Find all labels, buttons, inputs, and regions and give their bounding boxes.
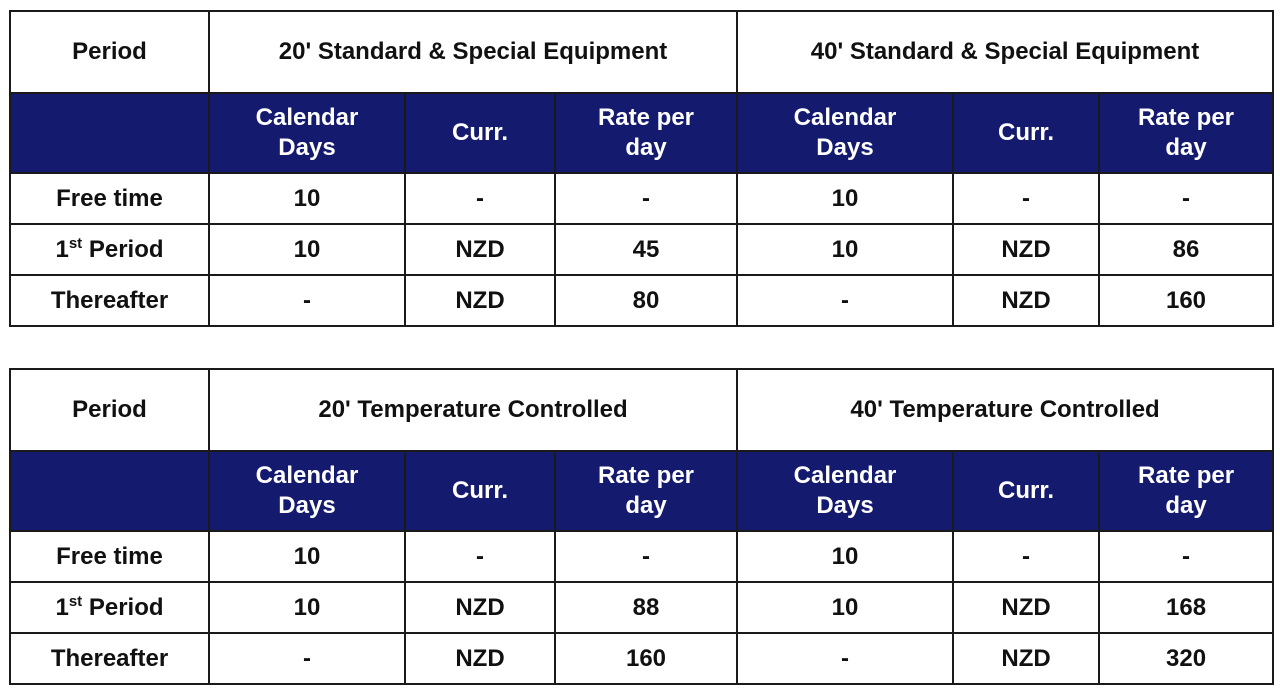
table-row-thereafter: Thereafter - NZD 80 - NZD 160 bbox=[9, 274, 1274, 327]
value-cell: - bbox=[736, 274, 954, 327]
sub-header-calendar-days: Calendar Days bbox=[736, 450, 955, 532]
table-row-free-time: Free time 10 - - 10 - - bbox=[9, 530, 1275, 583]
value-cell: - bbox=[952, 172, 1100, 225]
value-cell: - bbox=[404, 530, 556, 583]
sub-header-label: Rate per day bbox=[597, 462, 695, 519]
value-cell: NZD bbox=[404, 274, 556, 327]
sub-header-rate-per-day: Rate per day bbox=[1098, 450, 1275, 532]
value-cell: NZD bbox=[404, 632, 556, 685]
value-cell: 10 bbox=[736, 172, 954, 225]
period-cell: Thereafter bbox=[9, 274, 210, 327]
value-cell: 10 bbox=[736, 530, 955, 583]
value-cell: 80 bbox=[554, 274, 738, 327]
value-cell: - bbox=[554, 172, 738, 225]
sub-header-label: Curr. bbox=[451, 119, 508, 146]
value-cell: 168 bbox=[1098, 581, 1275, 634]
value-cell: NZD bbox=[404, 581, 556, 634]
sub-header-row: Calendar Days Curr. Rate per day Calenda… bbox=[9, 450, 1275, 532]
group-header-20ft: 20' Standard & Special Equipment bbox=[208, 10, 738, 94]
value-cell: - bbox=[1098, 530, 1275, 583]
sub-header-label: Curr. bbox=[998, 477, 1055, 504]
sub-header-currency: Curr. bbox=[404, 92, 556, 174]
value-cell: - bbox=[208, 632, 406, 685]
value-cell: 10 bbox=[736, 223, 954, 276]
table-row-1st-period: 1st Period 10 NZD 88 10 NZD 168 bbox=[9, 581, 1275, 634]
value-cell: NZD bbox=[404, 223, 556, 276]
value-cell: 160 bbox=[553, 632, 739, 685]
sub-header-currency: Curr. bbox=[952, 450, 1101, 532]
sub-header-label: Rate per day bbox=[1137, 104, 1235, 161]
group-header-40ft: 40' Standard & Special Equipment bbox=[736, 10, 1274, 94]
period-header: Period bbox=[9, 368, 210, 452]
period-ordinal: st bbox=[68, 234, 83, 252]
group-header-row: Period 20' Standard & Special Equipment … bbox=[9, 10, 1274, 94]
sub-header-label: Calendar Days bbox=[255, 104, 359, 161]
period-text-tail: Period bbox=[82, 593, 164, 621]
sub-header-label: Rate per day bbox=[597, 104, 695, 161]
period-cell: Free time bbox=[9, 530, 210, 583]
value-cell: 86 bbox=[1098, 223, 1274, 276]
table-row-free-time: Free time 10 - - 10 - - bbox=[9, 172, 1274, 225]
period-ordinal: st bbox=[68, 592, 83, 610]
sub-header-label: Calendar Days bbox=[793, 462, 897, 519]
value-cell: - bbox=[404, 172, 556, 225]
sub-header-label: Rate per day bbox=[1138, 462, 1235, 519]
sub-header-rate-per-day: Rate per day bbox=[554, 92, 738, 174]
period-header: Period bbox=[9, 10, 210, 94]
sub-header-calendar-days: Calendar Days bbox=[736, 92, 954, 174]
sub-header-currency: Curr. bbox=[952, 92, 1100, 174]
period-cell: Thereafter bbox=[9, 632, 210, 685]
sub-header-calendar-days: Calendar Days bbox=[208, 92, 406, 174]
sub-header-label: Calendar Days bbox=[793, 104, 897, 161]
value-cell: 10 bbox=[208, 172, 406, 225]
sub-header-label: Curr. bbox=[997, 119, 1054, 146]
tariff-table-temperature-controlled: Period 20' Temperature Controlled 40' Te… bbox=[9, 368, 1275, 685]
period-cell: Free time bbox=[9, 172, 210, 225]
sub-header-label: Curr. bbox=[451, 477, 508, 504]
value-cell: 320 bbox=[1098, 632, 1275, 685]
value-cell: - bbox=[553, 530, 739, 583]
value-cell: NZD bbox=[952, 581, 1101, 634]
period-cell: 1st Period bbox=[9, 223, 210, 276]
sub-header-empty bbox=[9, 92, 210, 174]
value-cell: - bbox=[1098, 172, 1274, 225]
value-cell: - bbox=[736, 632, 955, 685]
sub-header-rate-per-day: Rate per day bbox=[553, 450, 739, 532]
sub-header-row: Calendar Days Curr. Rate per day Calenda… bbox=[9, 92, 1274, 174]
value-cell: NZD bbox=[952, 274, 1100, 327]
period-text: Free time bbox=[56, 184, 163, 212]
value-cell: 10 bbox=[208, 223, 406, 276]
sub-header-currency: Curr. bbox=[404, 450, 556, 532]
value-cell: 10 bbox=[208, 581, 406, 634]
group-header-row: Period 20' Temperature Controlled 40' Te… bbox=[9, 368, 1275, 452]
value-cell: 10 bbox=[736, 581, 955, 634]
period-text: Thereafter bbox=[50, 644, 169, 672]
period-text: 1 bbox=[55, 593, 69, 621]
group-header-40ft: 40' Temperature Controlled bbox=[736, 368, 1275, 452]
value-cell: 10 bbox=[208, 530, 406, 583]
value-cell: - bbox=[208, 274, 406, 327]
value-cell: NZD bbox=[952, 223, 1100, 276]
value-cell: NZD bbox=[952, 632, 1101, 685]
group-header-20ft: 20' Temperature Controlled bbox=[207, 368, 739, 452]
period-text-tail: Period bbox=[82, 235, 164, 263]
value-cell: - bbox=[952, 530, 1101, 583]
value-cell: 160 bbox=[1098, 274, 1274, 327]
period-text: Thereafter bbox=[50, 286, 169, 314]
period-text: Free time bbox=[56, 542, 163, 570]
tariff-table-standard-special: Period 20' Standard & Special Equipment … bbox=[9, 10, 1274, 327]
period-text: 1 bbox=[55, 235, 69, 263]
sub-header-calendar-days: Calendar Days bbox=[208, 450, 406, 532]
value-cell: 45 bbox=[554, 223, 738, 276]
sub-header-empty bbox=[9, 450, 210, 532]
value-cell: 88 bbox=[553, 581, 739, 634]
period-cell: 1st Period bbox=[9, 581, 210, 634]
sub-header-rate-per-day: Rate per day bbox=[1098, 92, 1274, 174]
sub-header-label: Calendar Days bbox=[255, 462, 359, 519]
table-row-thereafter: Thereafter - NZD 160 - NZD 320 bbox=[9, 632, 1275, 685]
table-row-1st-period: 1st Period 10 NZD 45 10 NZD 86 bbox=[9, 223, 1274, 276]
